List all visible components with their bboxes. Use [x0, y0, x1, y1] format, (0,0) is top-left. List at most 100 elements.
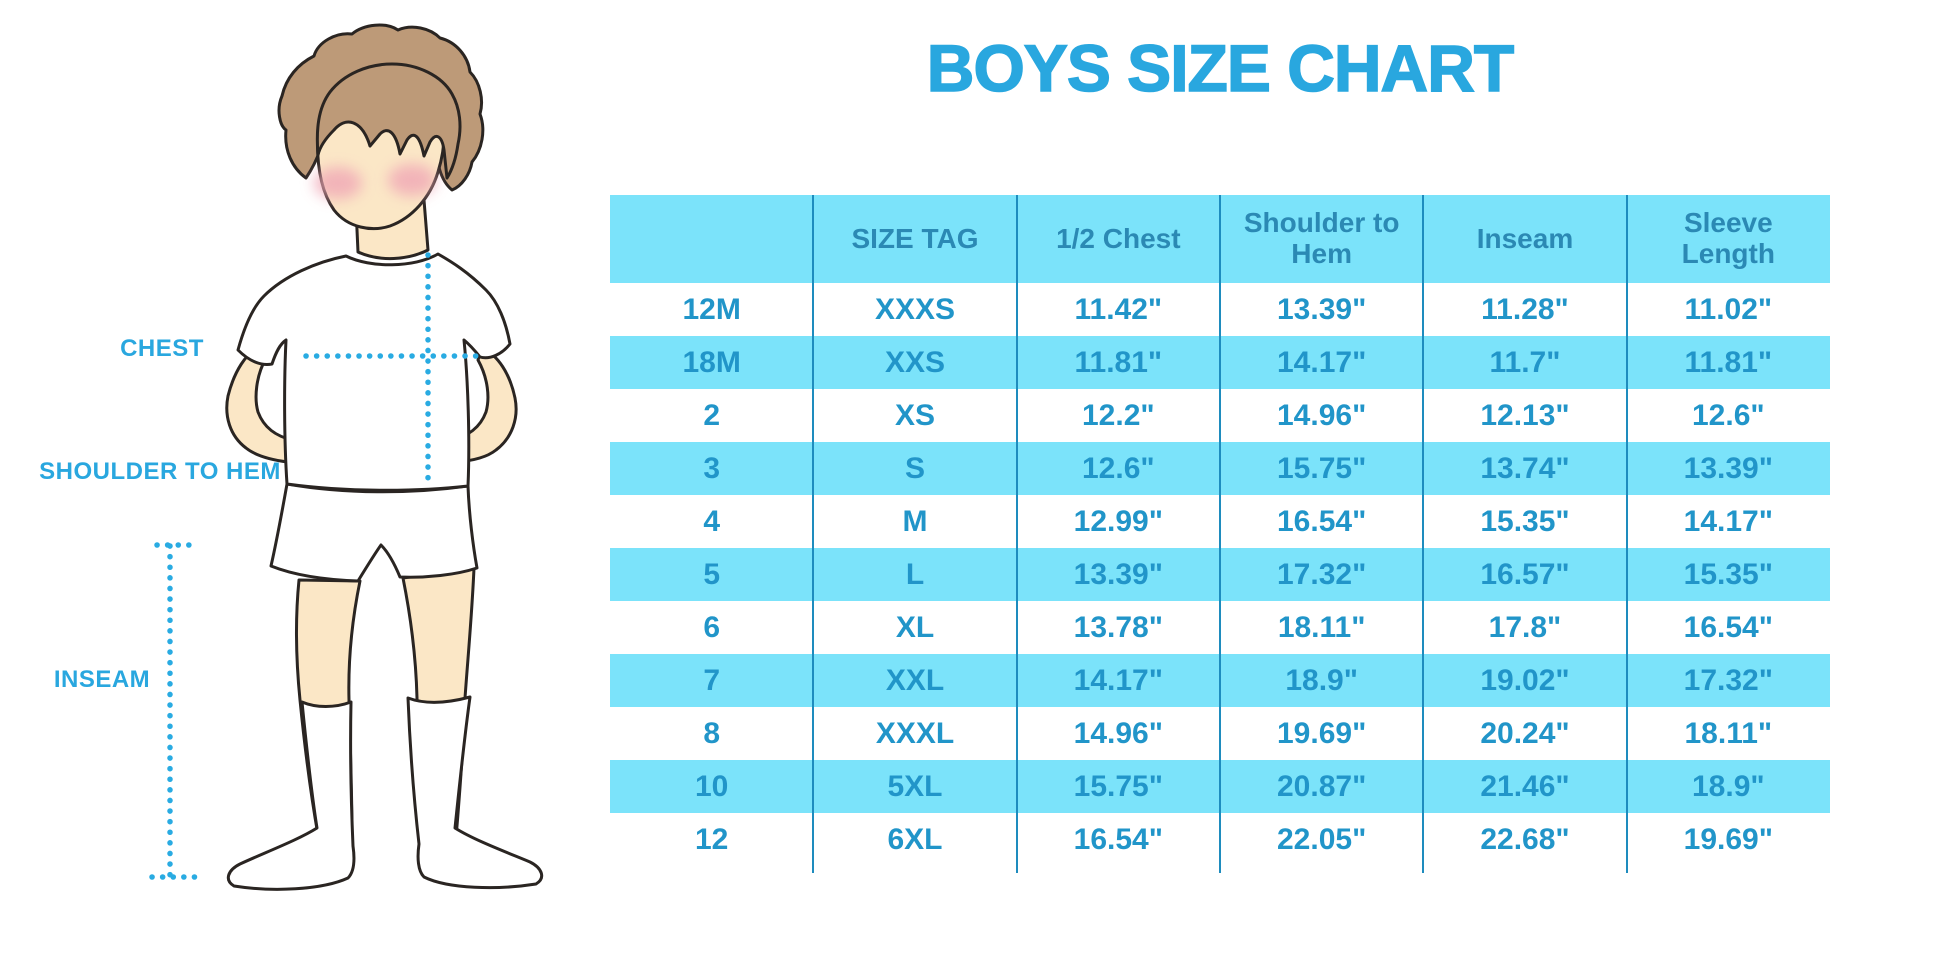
measurement-cell: 14.17" — [1016, 654, 1220, 707]
size-label-cell: 3 — [610, 442, 814, 495]
measurement-cell: 12.13" — [1480, 398, 1570, 432]
boy-left-sock — [226, 700, 356, 891]
boy-shirt — [236, 252, 512, 492]
measurement-cell: 22.68" — [1480, 822, 1570, 856]
measurement-cell: XXXS — [874, 292, 956, 326]
measurement-cell: 12.6" — [1016, 442, 1220, 495]
measurement-cell: XXS — [813, 336, 1017, 389]
measurement-cell: 14.17" — [1683, 504, 1773, 538]
measurement-cell: 14.96" — [1277, 398, 1367, 432]
measurement-cell: 19.69" — [1683, 822, 1773, 856]
inseam-label: INSEAM — [53, 666, 151, 693]
boy-cheek-left — [314, 167, 362, 199]
measurement-cell: 21.46" — [1423, 760, 1627, 813]
measurement-cell: 15.75" — [1219, 442, 1424, 495]
measurement-cell: 14.17" — [1219, 336, 1424, 389]
header-cell-sleeve-length: Sleeve Length — [1626, 195, 1830, 283]
table-row: 7 XXL 14.17" 18.9" 19.02" 17.32" — [610, 654, 1830, 707]
table-row: 10 5XL 15.75" 20.87" 21.46" 18.9" — [610, 760, 1830, 813]
header-cell-shoulder-to-hem: Shoulder to Hem — [1219, 195, 1424, 283]
measurement-cell: 13.39" — [1277, 292, 1367, 326]
measurement-cell: XXXL — [875, 716, 955, 750]
measurement-cell: 13.74" — [1423, 442, 1627, 495]
measurement-cell: 13.39" — [1626, 442, 1830, 495]
measurement-cell: 11.7" — [1423, 336, 1627, 389]
header-cell-blank — [610, 195, 814, 283]
measurement-cell: 11.02" — [1684, 292, 1773, 326]
size-label-cell: 4 — [703, 504, 720, 538]
table-row: 4 M 12.99" 16.54" 15.35" 14.17" — [610, 495, 1830, 548]
measurement-cell: 5XL — [813, 760, 1017, 813]
measurement-cell: 13.78" — [1073, 610, 1163, 644]
measurement-cell: 11.81" — [1626, 336, 1830, 389]
column-divider — [1219, 195, 1221, 873]
measurement-cell: 18.9" — [1626, 760, 1830, 813]
table-header-row: SIZE TAG 1/2 Chest Shoulder to Hem Insea… — [610, 195, 1830, 283]
measurement-cell: 12.2" — [1082, 398, 1155, 432]
measurement-cell: 19.02" — [1423, 654, 1627, 707]
measurement-cell: 6XL — [887, 822, 943, 856]
chest-label: CHEST — [120, 335, 204, 362]
size-label-cell: 7 — [610, 654, 814, 707]
measurement-cell: 13.39" — [1016, 548, 1220, 601]
header-cell-size-tag: SIZE TAG — [813, 195, 1017, 283]
measurement-cell: 16.54" — [1073, 822, 1163, 856]
measurement-cell: M — [902, 504, 928, 538]
column-divider — [1422, 195, 1425, 873]
measurement-cell: 17.8" — [1488, 610, 1562, 644]
size-label-cell: 10 — [610, 760, 814, 813]
measurement-cell: 15.35" — [1626, 548, 1830, 601]
size-label-cell: 8 — [703, 716, 720, 750]
size-label-cell: 12 — [694, 822, 729, 856]
boy-illustration — [149, 23, 544, 891]
measurement-cell: 17.32" — [1219, 548, 1424, 601]
measurement-cell: 11.81" — [1016, 336, 1220, 389]
table-row: 12 6XL 16.54" 22.05" 22.68" 19.69" — [610, 813, 1830, 866]
column-divider — [1625, 195, 1628, 873]
measurement-cell: 20.24" — [1480, 716, 1570, 750]
table-row: 6 XL 13.78" 18.11" 17.8" 16.54" — [610, 601, 1830, 654]
boy-cheek-right — [388, 164, 436, 196]
boy-left-arm — [225, 343, 294, 464]
measurement-cell: 18.9" — [1219, 654, 1424, 707]
measurement-cell: 12.6" — [1692, 398, 1765, 432]
boy-right-arm — [450, 346, 518, 464]
measurement-cell: 15.75" — [1016, 760, 1220, 813]
measurement-cell: 18.11" — [1277, 610, 1366, 644]
boy-right-sock — [406, 695, 544, 890]
size-label-cell: 5 — [610, 548, 814, 601]
measurement-cell: 12.99" — [1073, 504, 1163, 538]
column-divider — [1015, 195, 1018, 873]
table-row: 3 S 12.6" 15.75" 13.74" 13.39" — [610, 442, 1830, 495]
measurement-cell: 16.57" — [1423, 548, 1627, 601]
size-label-cell: 6 — [703, 610, 720, 644]
measurement-cell: 11.42" — [1074, 292, 1163, 326]
table-row: 18M XXS 11.81" 14.17" 11.7" 11.81" — [610, 336, 1830, 389]
table-row: 12M XXXS 11.42" 13.39" 11.28" 11.02" — [610, 283, 1830, 336]
column-divider — [812, 195, 815, 873]
size-table-grid: SIZE TAG 1/2 Chest Shoulder to Hem Insea… — [610, 195, 1830, 866]
table-row: 2 XS 12.2" 14.96" 12.13" 12.6" — [610, 389, 1830, 442]
measurement-cell: 22.05" — [1277, 822, 1367, 856]
measurement-cell: 15.35" — [1480, 504, 1570, 538]
measurement-cell: S — [813, 442, 1017, 495]
size-label-cell: 18M — [610, 336, 814, 389]
size-table-body: 12M XXXS 11.42" 13.39" 11.28" 11.02" 18M XXS 11.… — [610, 283, 1830, 866]
measurement-cell: 16.54" — [1277, 504, 1367, 538]
measurement-cell: XXL — [813, 654, 1017, 707]
header-cell-inseam: Inseam — [1423, 195, 1627, 283]
measurement-cell: 14.96" — [1073, 716, 1163, 750]
size-table: SIZE TAG 1/2 Chest Shoulder to Hem Insea… — [610, 195, 1830, 873]
table-row: 5 L 13.39" 17.32" 16.57" 15.35" — [610, 548, 1830, 601]
measurement-cell: 11.28" — [1481, 292, 1569, 326]
shoulder-to-hem-label: SHOULDER TO HEM — [39, 458, 281, 485]
measurement-cell: 20.87" — [1219, 760, 1424, 813]
size-label-cell: 12M — [682, 292, 741, 326]
boy-hair-fringe — [315, 62, 462, 180]
boy-shorts — [269, 482, 479, 583]
measurement-cell: XL — [895, 610, 935, 644]
table-row: 8 XXXL 14.96" 19.69" 20.24" 18.11" — [610, 707, 1830, 760]
measurement-cell: L — [813, 548, 1017, 601]
measurement-cell: 19.69" — [1277, 716, 1367, 750]
